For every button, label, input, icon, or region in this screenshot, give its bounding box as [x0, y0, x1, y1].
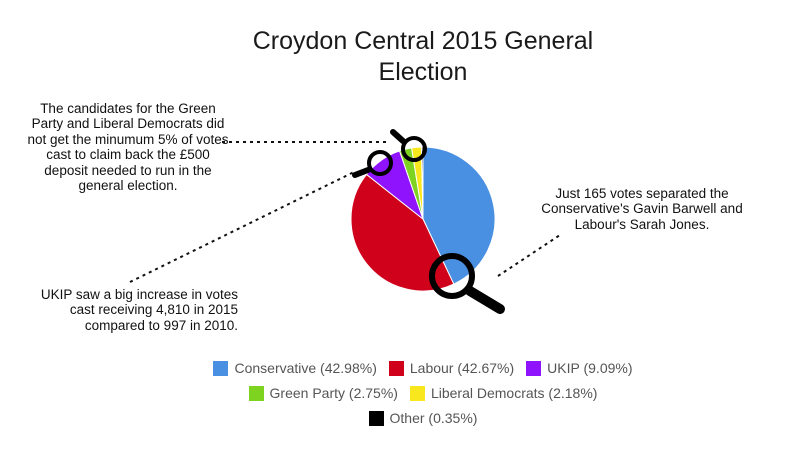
pie-slice-labour[interactable] [350, 173, 455, 292]
legend-swatch [409, 385, 425, 401]
annotation-line: Labour's Sarah Jones. [574, 216, 710, 232]
legend-row: Green Party (2.75%) Liberal Democrats (2… [0, 383, 800, 403]
callout-line-conservative [497, 234, 561, 277]
magnifier-icon [429, 253, 505, 314]
legend-label: Liberal Democrats (2.18%) [430, 385, 598, 401]
legend-row: Other (0.35%) [0, 408, 800, 428]
annotation-line: cast to claim back the £500 [46, 147, 210, 163]
legend-item-liberal-democrats[interactable]: Liberal Democrats (2.18%) [409, 385, 598, 401]
annotation-line: UKIP saw a big increase in votes [40, 287, 238, 302]
callout-line-ukip [129, 171, 355, 283]
chart-title-line1: Croydon Central 2015 General [252, 27, 594, 55]
legend-label: UKIP (9.09%) [547, 360, 633, 376]
annotation-line: Conservative's Gavin Barwell and [541, 201, 743, 217]
legend-item-other[interactable]: Other (0.35%) [368, 410, 478, 426]
annotation-line: Just 165 votes separated the [555, 186, 729, 201]
legend-label: Labour (42.67%) [409, 360, 515, 376]
legend-item-conservative[interactable]: Conservative (42.98%) [213, 360, 377, 376]
magnifier-icon [390, 129, 427, 162]
annotation-line: general election. [78, 178, 178, 194]
legend-swatch [526, 360, 542, 376]
legend-row: Conservative (42.98%) Labour (42.67%) UK… [0, 358, 800, 378]
annotation-line: cast receiving 4,810 in 2015 [69, 302, 238, 318]
legend-item-green-party[interactable]: Green Party (2.75%) [248, 385, 398, 401]
legend-label: Other (0.35%) [389, 410, 478, 426]
pie-slices [350, 146, 496, 292]
annotation-line: deposit needed to run in the [44, 162, 212, 178]
annotation-line: The candidates for the Green [40, 101, 216, 116]
legend-item-labour[interactable]: Labour (42.67%) [388, 360, 515, 376]
magnifier-icon [352, 150, 393, 178]
legend-swatch [368, 410, 384, 426]
annotation-line: not get the minumum 5% of votes [27, 131, 229, 147]
annotation-green-libdem: The candidates for the Green Party and L… [14, 101, 242, 193]
chart-title-line2: Election [378, 58, 468, 86]
legend-item-ukip[interactable]: UKIP (9.09%) [526, 360, 633, 376]
legend-swatch [248, 385, 264, 401]
legend-swatch [388, 360, 404, 376]
chart-title: Croydon Central 2015 General Election [0, 26, 800, 88]
legend: Conservative (42.98%) Labour (42.67%) UK… [0, 358, 800, 428]
annotation-line: Party and Liberal Democrats did [31, 116, 225, 132]
annotation-line: compared to 997 in 2010. [84, 317, 238, 333]
legend-label: Green Party (2.75%) [269, 385, 398, 401]
legend-swatch [213, 360, 229, 376]
legend-label: Conservative (42.98%) [234, 360, 377, 376]
annotation-ukip: UKIP saw a big increase in votes cast re… [0, 287, 238, 333]
annotation-conservative: Just 165 votes separated the Conservativ… [520, 186, 764, 232]
